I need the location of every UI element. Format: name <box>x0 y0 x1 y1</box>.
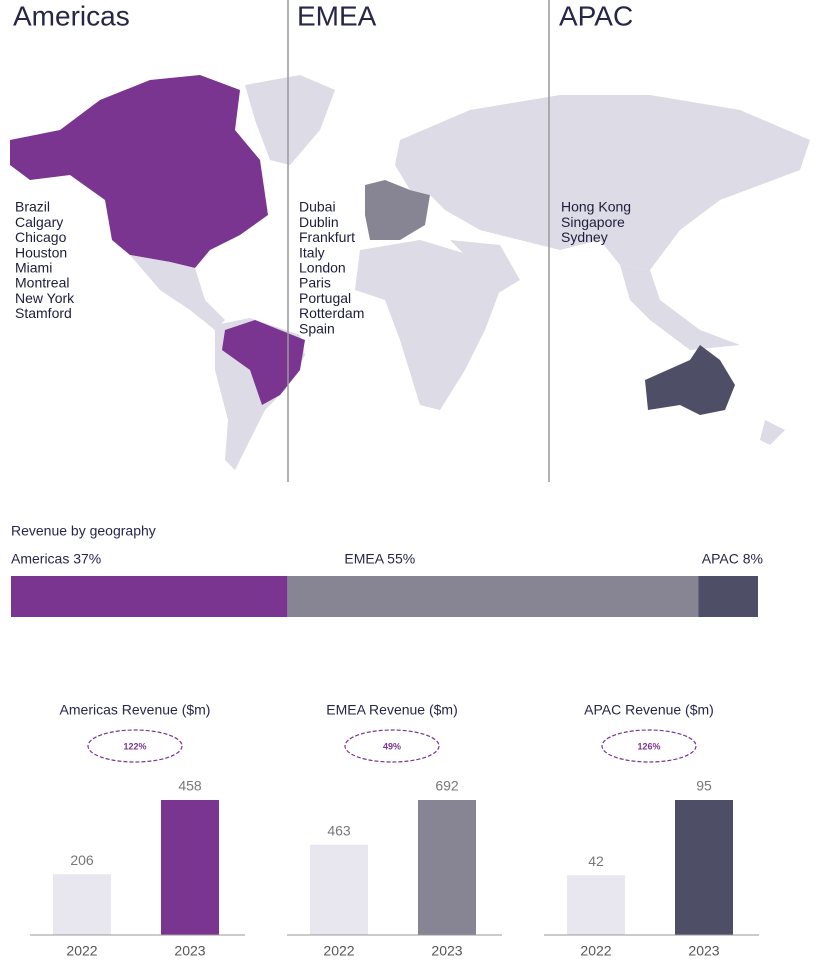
europe <box>365 180 430 240</box>
chart-title: APAC Revenue ($m) <box>584 702 714 718</box>
segment-label: Americas 37% <box>11 551 101 567</box>
world-map <box>10 75 810 470</box>
bar-segment <box>11 576 288 617</box>
city: Miami <box>15 260 52 276</box>
segment-label: EMEA 55% <box>344 551 415 567</box>
bar <box>310 844 368 935</box>
region-title: Americas <box>13 0 130 31</box>
x-tick-label: 2023 <box>688 943 719 959</box>
region-title: APAC <box>559 0 633 31</box>
city: Chicago <box>15 229 67 245</box>
city: Italy <box>299 244 325 260</box>
city: Spain <box>299 320 335 336</box>
x-tick-label: 2022 <box>66 943 97 959</box>
city: London <box>299 260 346 276</box>
bar <box>418 800 476 935</box>
annotation-ellipse <box>87 729 183 763</box>
value-label: 463 <box>327 822 351 838</box>
city: Rotterdam <box>299 305 364 321</box>
annotation: 122% <box>123 741 146 751</box>
value-label: 692 <box>435 778 459 794</box>
chart-title: Americas Revenue ($m) <box>60 702 211 718</box>
north-america <box>10 75 268 268</box>
annotation: 126% <box>637 741 660 751</box>
bar <box>53 874 111 935</box>
city: Sydney <box>561 229 608 245</box>
city: Frankfurt <box>299 229 355 245</box>
middle-east <box>450 240 520 295</box>
southeast-asia <box>620 265 740 350</box>
city: New York <box>15 290 75 306</box>
x-tick-label: 2023 <box>174 943 205 959</box>
eurasia-north <box>395 95 810 270</box>
city: Singapore <box>561 214 625 230</box>
bar <box>161 800 219 935</box>
city: Paris <box>299 275 331 291</box>
region-title: EMEA <box>297 0 377 31</box>
city: Portugal <box>299 290 351 306</box>
city: Dubai <box>299 199 336 215</box>
city: Brazil <box>15 199 50 215</box>
value-label: 458 <box>178 778 202 794</box>
bar <box>675 800 733 935</box>
value-label: 95 <box>696 778 712 794</box>
australia <box>645 345 735 415</box>
x-tick-label: 2022 <box>323 943 354 959</box>
annotation: 49% <box>383 741 401 751</box>
chart-title: EMEA Revenue ($m) <box>326 702 458 718</box>
annotation-ellipse <box>601 729 697 763</box>
central-america <box>130 255 225 330</box>
x-tick-label: 2023 <box>431 943 462 959</box>
bar <box>567 875 625 935</box>
chart-title: Revenue by geography <box>11 523 156 539</box>
segment-label: APAC 8% <box>702 551 763 567</box>
new-zealand <box>760 420 785 445</box>
greenland <box>245 75 335 165</box>
annotation-ellipse <box>344 729 440 763</box>
city: Dublin <box>299 214 339 230</box>
city: Houston <box>15 244 67 260</box>
brazil <box>222 320 305 405</box>
x-tick-label: 2022 <box>580 943 611 959</box>
value-label: 42 <box>588 853 604 869</box>
city: Calgary <box>15 214 63 230</box>
city: Stamford <box>15 305 72 321</box>
city: Hong Kong <box>561 199 631 215</box>
africa <box>355 240 500 410</box>
value-label: 206 <box>70 852 94 868</box>
city: Montreal <box>15 275 69 291</box>
bar-segment <box>287 576 699 617</box>
bar-segment <box>698 576 758 617</box>
